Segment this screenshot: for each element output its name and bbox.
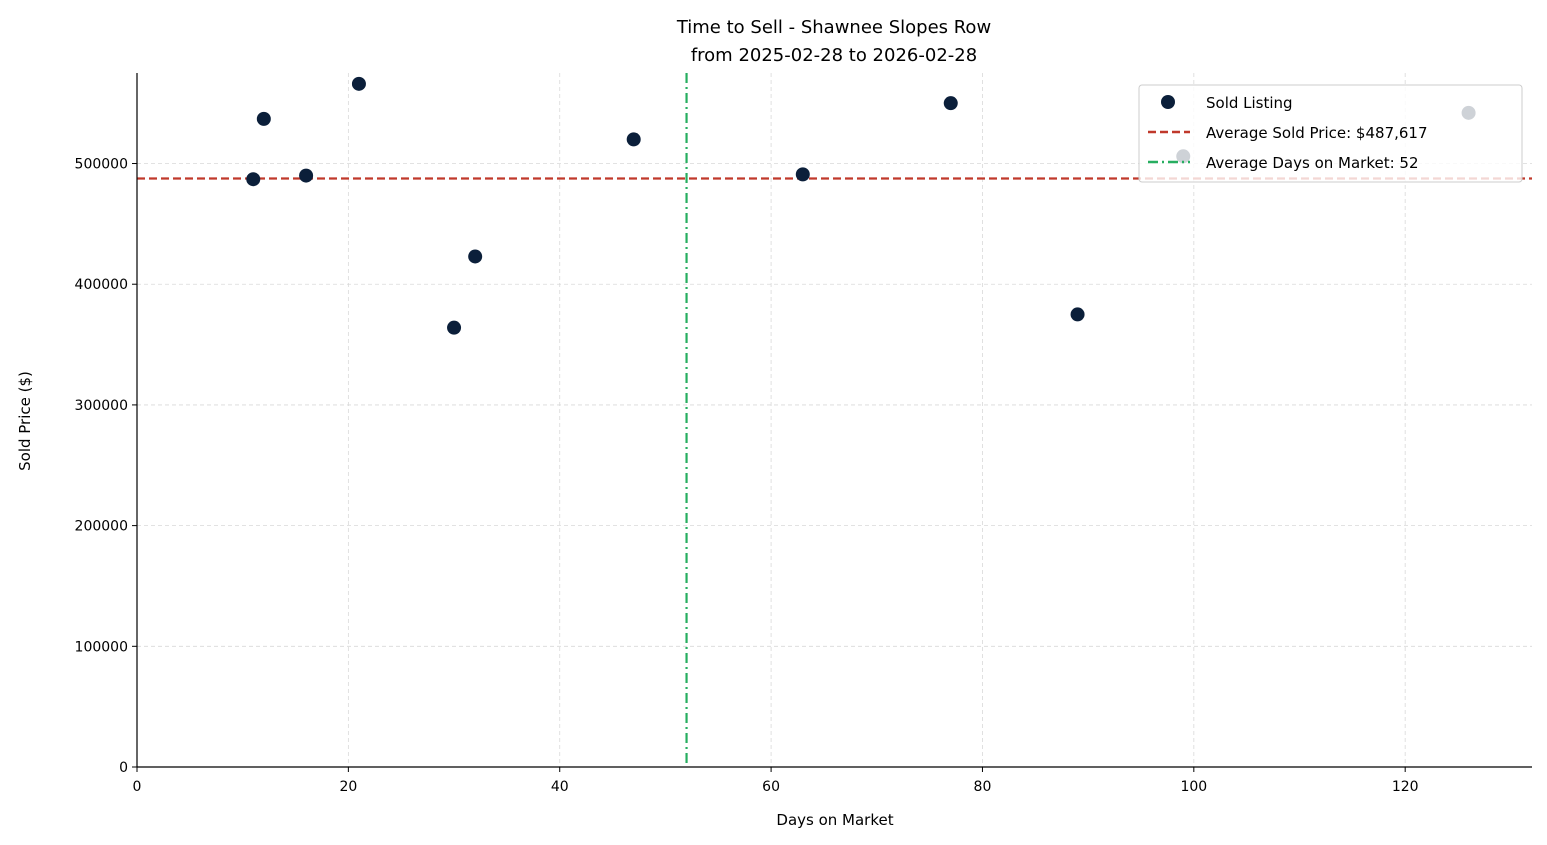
x-tick-label: 120 xyxy=(1392,779,1419,795)
x-tick-label: 20 xyxy=(339,779,357,795)
x-tick-label: 80 xyxy=(974,779,992,795)
sold-listing-point xyxy=(299,168,314,183)
x-tick-label: 0 xyxy=(133,779,142,795)
sold-listing-point xyxy=(1070,307,1085,322)
legend-box xyxy=(1138,84,1523,183)
y-tick-label: 0 xyxy=(119,760,128,776)
legend-label-average-price: Average Sold Price: $487,617 xyxy=(1206,124,1428,142)
sold-listing-point xyxy=(246,172,261,187)
sold-listing-point xyxy=(943,96,958,111)
x-tick-label: 40 xyxy=(551,779,569,795)
sold-listing-point xyxy=(256,111,271,126)
legend-marker-sold-listing xyxy=(1161,95,1175,109)
y-tick-label: 100000 xyxy=(75,639,128,655)
x-tick-label: 100 xyxy=(1180,779,1207,795)
legend: Sold Listing Average Sold Price: $487,61… xyxy=(1138,84,1523,183)
sold-listing-point xyxy=(468,249,483,264)
sold-listing-point xyxy=(447,320,462,335)
chart-subtitle: from 2025-02-28 to 2026-02-28 xyxy=(691,45,977,66)
x-axis-title: Days on Market xyxy=(776,811,893,829)
y-tick-label: 300000 xyxy=(75,398,128,414)
sold-listing-point xyxy=(351,76,366,91)
y-tick-label: 500000 xyxy=(75,157,128,173)
chart-title: Time to Sell - Shawnee Slopes Row xyxy=(676,17,991,38)
x-tick-label: 60 xyxy=(762,779,780,795)
axes: 0 20 40 60 80 100 120 0 100000 200000 300000 400000… xyxy=(75,73,1532,795)
legend-label-sold-listing: Sold Listing xyxy=(1206,94,1293,112)
reference-lines xyxy=(137,73,1532,767)
legend-label-average-days: Average Days on Market: 52 xyxy=(1206,154,1419,172)
y-tick-label: 200000 xyxy=(75,519,128,535)
sold-listing-point xyxy=(626,132,641,147)
sold-listing-point xyxy=(795,167,810,182)
y-tick-label: 400000 xyxy=(75,277,128,293)
y-axis-title: Sold Price ($) xyxy=(16,371,34,471)
